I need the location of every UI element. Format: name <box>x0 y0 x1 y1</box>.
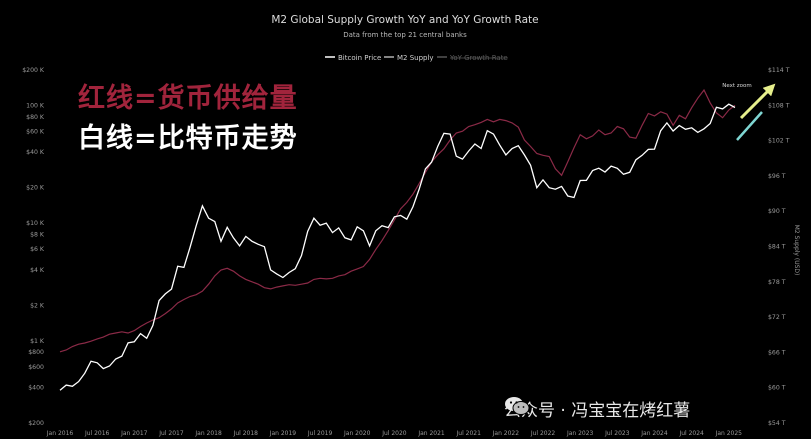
left-tick-label: $400 <box>28 385 44 392</box>
chart-title: M2 Global Supply Growth YoY and YoY Grow… <box>271 14 538 26</box>
watermark-text: 公众号 · 冯宝宝在烤红薯 <box>504 400 691 421</box>
left-tick-label: $80 K <box>26 114 45 121</box>
x-tick-label: Jan 2016 <box>46 430 74 437</box>
bitcoin-price-line <box>59 103 736 391</box>
next-zoom-arrow-teal <box>736 111 763 141</box>
right-tick-label: $60 T <box>768 385 786 392</box>
legend: Bitcoin Price M2 Supply YoY Growth Rate <box>325 54 508 62</box>
x-tick-label: Jul 2019 <box>307 430 333 437</box>
x-tick-label: Jan 2024 <box>640 430 668 437</box>
x-tick-label: Jan 2017 <box>120 430 148 437</box>
right-tick-label: $54 T <box>768 420 786 427</box>
left-tick-label: $600 <box>28 364 44 371</box>
legend-label-m2: M2 Supply <box>397 54 434 62</box>
right-tick-label: $90 T <box>768 208 786 215</box>
next-zoom-annotation: Next zoom <box>722 83 752 89</box>
x-tick-label: Jul 2016 <box>84 430 110 437</box>
left-tick-label: $20 K <box>26 185 45 192</box>
x-axis: Jan 2016 Jul 2016 Jan 2017 Jul 2017 Jan 2018… <box>46 430 742 437</box>
right-tick-label: $114 T <box>768 67 790 74</box>
x-tick-label: Jul 2021 <box>456 430 482 437</box>
overlay-white-line-caption: 白线=比特币走势 <box>78 123 298 154</box>
left-tick-label: $800 <box>28 349 44 356</box>
left-tick-label: $200 <box>28 420 44 427</box>
legend-label-btc: Bitcoin Price <box>338 54 381 62</box>
left-tick-label: 100 K <box>26 102 45 109</box>
x-tick-label: Jul 2024 <box>678 430 704 437</box>
left-tick-label: $1 K <box>30 338 45 345</box>
overlay-red-line-caption: 红线=货币供给量 <box>78 83 298 114</box>
left-tick-label: $200 K <box>22 67 45 74</box>
m2-supply-line <box>59 88 736 353</box>
right-tick-label: $84 T <box>768 244 786 251</box>
wechat-icon <box>505 397 530 415</box>
left-tick-label: $4 K <box>30 267 45 274</box>
right-axis: $114 T $108 T $102 T $96 T $90 T $84 T $78 T $7… <box>768 67 790 427</box>
x-tick-label: Jul 2023 <box>604 430 630 437</box>
x-tick-label: Jan 2023 <box>566 430 594 437</box>
right-tick-label: $108 T <box>768 102 790 109</box>
right-tick-label: $96 T <box>768 173 786 180</box>
left-tick-label: $2 K <box>30 302 45 309</box>
left-tick-label: $6 K <box>30 246 45 253</box>
right-tick-label: $102 T <box>768 138 790 145</box>
left-tick-label: $8 K <box>30 231 45 238</box>
x-tick-label: Jan 2022 <box>492 430 520 437</box>
left-tick-label: $60 K <box>26 129 45 136</box>
x-tick-label: Jan 2020 <box>343 430 371 437</box>
left-axis: $200 K 100 K $80 K $60 K $40 K $20 K $10 K $8 K… <box>22 67 45 427</box>
right-tick-label: $66 T <box>768 349 786 356</box>
legend-label-growth: YoY Growth Rate <box>449 54 508 62</box>
x-tick-label: Jul 2018 <box>233 430 259 437</box>
watermark: 公众号 · 冯宝宝在烤红薯 <box>504 396 691 421</box>
right-tick-label: $78 T <box>768 279 786 286</box>
chart-subtitle: Data from the top 21 central banks <box>343 31 467 39</box>
right-tick-label: $72 T <box>768 314 786 321</box>
right-axis-title: M2 Supply (USD) <box>793 225 800 276</box>
x-tick-label: Jan 2018 <box>194 430 222 437</box>
x-tick-label: Jul 2022 <box>530 430 556 437</box>
x-tick-label: Jul 2017 <box>158 430 184 437</box>
left-tick-label: $40 K <box>26 149 45 156</box>
x-tick-label: Jul 2020 <box>381 430 407 437</box>
next-zoom-arrow-yellow <box>739 83 776 120</box>
left-tick-label: $10 K <box>26 220 45 227</box>
x-tick-label: Jan 2025 <box>715 430 743 437</box>
x-tick-label: Jan 2021 <box>417 430 445 437</box>
x-tick-label: Jan 2019 <box>269 430 297 437</box>
